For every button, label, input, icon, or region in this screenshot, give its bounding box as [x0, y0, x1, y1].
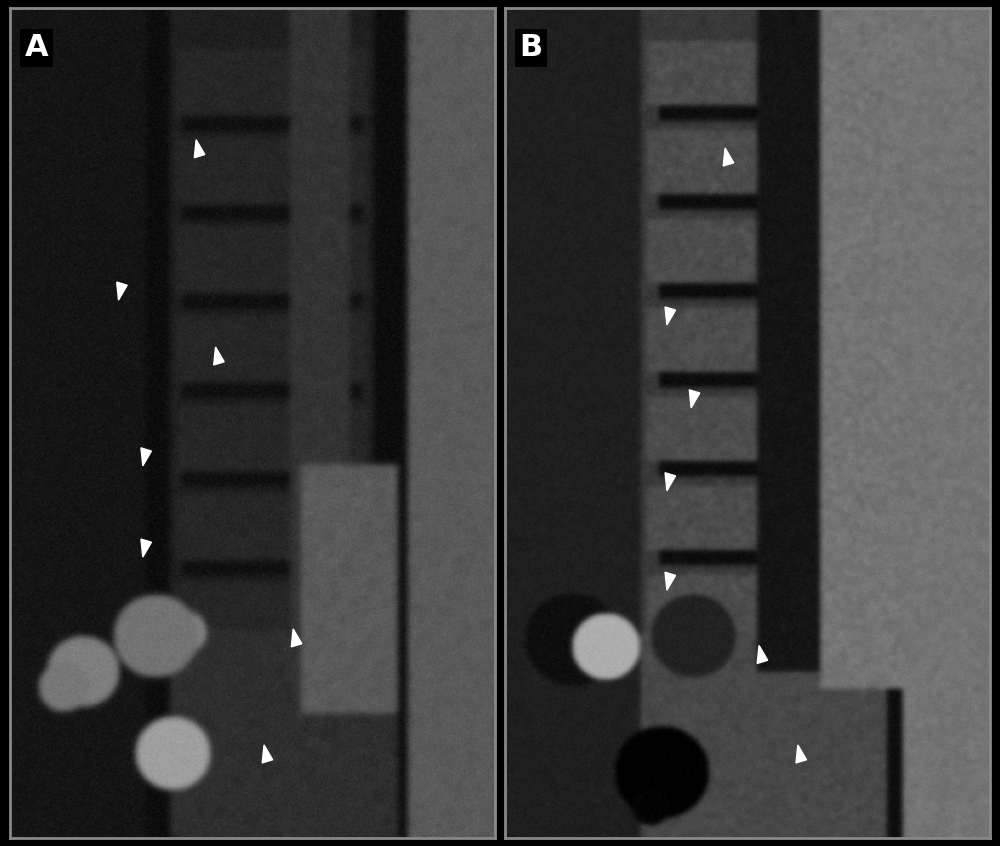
Polygon shape [214, 347, 224, 365]
Polygon shape [723, 148, 734, 166]
Polygon shape [665, 572, 676, 591]
Polygon shape [665, 307, 676, 325]
Polygon shape [141, 448, 151, 466]
Text: A: A [25, 33, 48, 63]
Polygon shape [689, 390, 700, 408]
Text: B: B [520, 33, 543, 63]
Polygon shape [141, 539, 151, 557]
Polygon shape [291, 629, 302, 647]
Polygon shape [117, 282, 127, 300]
Polygon shape [757, 645, 768, 663]
Polygon shape [796, 745, 807, 763]
Polygon shape [262, 745, 273, 763]
Polygon shape [194, 140, 205, 157]
Polygon shape [665, 473, 676, 491]
